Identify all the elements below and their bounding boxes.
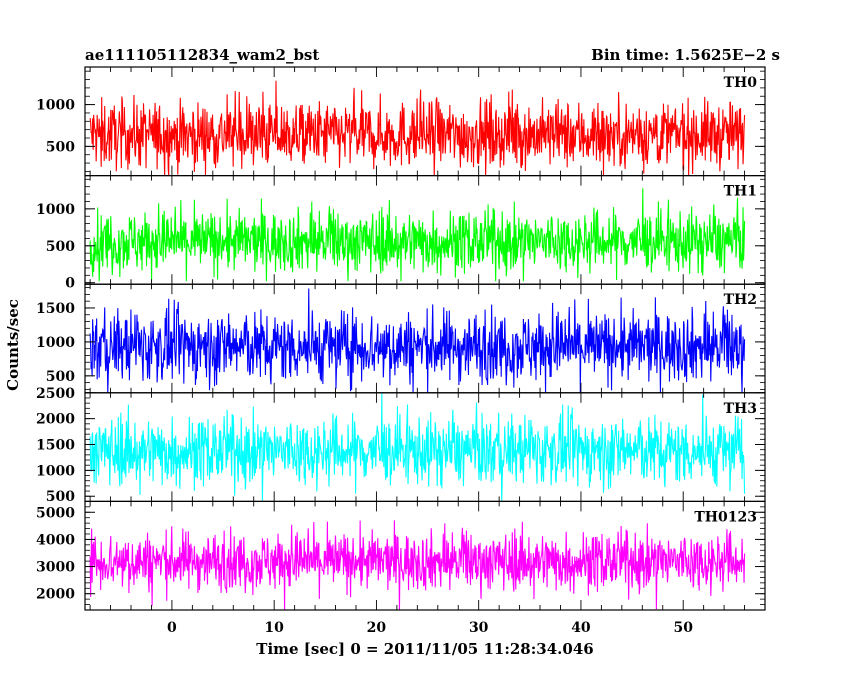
panels-group: 5001000TH005001000TH150010001500TH250010…: [36, 66, 766, 636]
series-th1: [89, 188, 746, 282]
panel-label: TH1: [724, 184, 757, 200]
y-tick-label: 0: [65, 276, 75, 292]
y-tick-label: 4000: [36, 532, 75, 548]
y-tick-label: 1000: [36, 335, 75, 351]
y-tick-label: 1500: [36, 301, 75, 317]
y-tick-label: 2000: [36, 412, 75, 428]
y-tick-label: 500: [46, 489, 75, 505]
x-tick-label: 0: [167, 620, 177, 636]
x-axis-label: Time [sec] 0 = 2011/11/05 11:28:34.046: [256, 640, 593, 658]
y-tick-label: 500: [46, 239, 75, 255]
y-tick-label: 2500: [36, 386, 75, 402]
y-tick-label: 1000: [36, 98, 75, 114]
panel-th1: 0 500 1000 TH1: [36, 175, 766, 292]
series-th0123: [89, 520, 746, 610]
panel-label: TH2: [724, 292, 757, 308]
y-tick-label: 500: [46, 369, 75, 385]
x-tick-label: 20: [367, 620, 387, 636]
series-th2: [89, 288, 746, 393]
series-th3: [89, 392, 746, 502]
x-tick-label: 50: [673, 620, 693, 636]
panel-th2: 500 1000 1500 TH2: [36, 283, 766, 394]
panel-label: TH0123: [694, 509, 757, 525]
x-tick-label: 30: [469, 620, 489, 636]
y-tick-label: 500: [46, 139, 75, 155]
y-tick-label: 1000: [36, 463, 75, 479]
x-tick-label: 10: [264, 620, 284, 636]
panel-label: TH0: [724, 75, 758, 91]
chart-title-right: Bin time: 1.5625E−2 s: [591, 46, 780, 64]
panel-th0: 500 1000 TH0: [36, 66, 766, 177]
panel-th0123: 2000 3000 4000 5000 TH0123: [36, 500, 766, 611]
y-tick-label: 2000: [36, 587, 75, 603]
panel-label: TH3: [724, 401, 757, 417]
panel-th3: 500 1000 1500 2000 2500 TH3: [36, 386, 766, 505]
y-tick-label: 3000: [36, 560, 75, 576]
y-tick-label: 1500: [36, 438, 75, 454]
y-tick-label: 1000: [36, 202, 75, 218]
y-tick-label: 5000: [36, 505, 75, 521]
y-axis-label: Counts/sec: [4, 299, 22, 391]
x-tick-label: 40: [571, 620, 591, 636]
series-th0: [89, 80, 746, 176]
chart-title-left: ae111105112834_wam2_bst: [85, 46, 319, 64]
